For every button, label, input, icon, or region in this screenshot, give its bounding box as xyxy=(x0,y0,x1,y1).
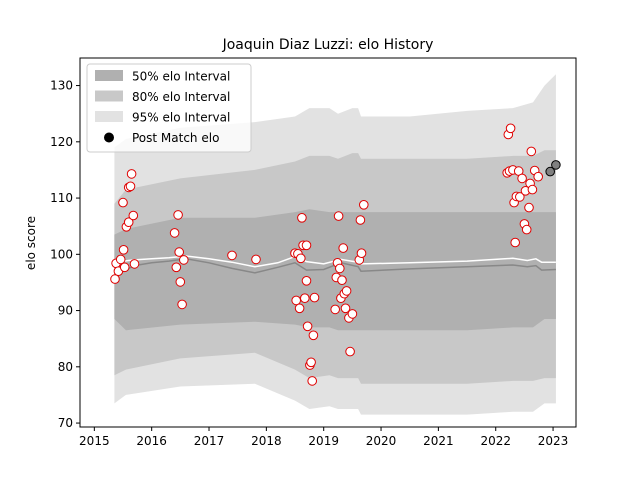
recent-match-point xyxy=(545,166,556,177)
legend-box xyxy=(86,63,252,153)
legend-label: Post Match elo xyxy=(132,131,219,145)
post-match-point xyxy=(510,237,521,248)
y-tick-label: 70 xyxy=(58,416,73,430)
post-match-point xyxy=(173,210,183,220)
plot-frame xyxy=(79,57,577,428)
post-match-point xyxy=(291,295,302,306)
x-tick-label: 2018 xyxy=(251,434,282,448)
post-match-point xyxy=(227,250,237,261)
legend-marker xyxy=(104,132,114,143)
x-tick-label: 2019 xyxy=(308,434,339,448)
interval-band-2 xyxy=(114,209,556,331)
x-tick-label: 2015 xyxy=(79,434,110,448)
legend-label: 50% elo Interval xyxy=(132,70,230,84)
post-match-point xyxy=(179,255,189,265)
post-match-point xyxy=(356,248,367,258)
post-match-point xyxy=(330,304,341,315)
post-match-point xyxy=(521,224,532,235)
axes: 2015 2016 2017 2018 2019 2020 2021 2022 2023 70 80… xyxy=(50,57,577,448)
post-match-point xyxy=(337,275,347,286)
post-match-point xyxy=(129,259,140,269)
post-match-point xyxy=(505,123,516,134)
post-match-point xyxy=(301,240,312,251)
post-match-point xyxy=(169,228,180,238)
legend-label: 80% elo Interval xyxy=(132,90,230,104)
rating-line-0 xyxy=(114,258,556,275)
post-match-point xyxy=(355,215,366,225)
legend-swatch xyxy=(95,111,123,122)
post-match-point xyxy=(359,200,369,210)
post-match-point xyxy=(118,245,129,255)
post-match-point xyxy=(526,146,537,157)
legend-swatch xyxy=(95,90,123,102)
x-tick-label: 2022 xyxy=(480,434,511,448)
post-match-point xyxy=(302,321,313,332)
post-match-point xyxy=(340,303,351,314)
post-match-point xyxy=(251,254,261,265)
post-match-point xyxy=(307,376,318,386)
legend: 50% elo Interval 80% elo Interval 95% elo … xyxy=(86,63,252,153)
post-match-point xyxy=(175,277,186,287)
post-match-point xyxy=(347,309,358,319)
x-tick-label: 2020 xyxy=(366,434,397,448)
post-match-point xyxy=(297,213,307,223)
legend-swatch xyxy=(95,70,123,81)
post-match-point xyxy=(308,330,319,341)
post-match-point xyxy=(177,299,187,310)
post-match-point xyxy=(118,197,128,208)
post-match-point xyxy=(301,276,312,286)
y-tick-label: 80 xyxy=(58,360,73,374)
recent-match-point xyxy=(551,160,561,170)
interval-bands xyxy=(114,74,556,415)
post-match-point xyxy=(345,346,355,357)
chart-title: Joaquin Diaz Luzzi: elo History xyxy=(222,37,434,53)
y-tick-label: 130 xyxy=(50,79,73,93)
legend-label: 95% elo Interval xyxy=(132,111,230,125)
y-tick-label: 120 xyxy=(50,135,73,149)
post-match-point xyxy=(333,211,344,221)
post-match-point xyxy=(171,262,182,273)
post-match-points xyxy=(110,123,561,386)
post-match-point xyxy=(341,286,352,296)
post-match-point xyxy=(300,293,310,304)
rating-lines xyxy=(114,255,556,275)
x-tick-label: 2017 xyxy=(194,434,225,448)
post-match-point xyxy=(294,303,305,314)
post-match-point xyxy=(335,263,345,274)
post-match-point xyxy=(115,254,126,265)
post-match-point xyxy=(515,192,525,202)
post-match-point xyxy=(524,202,534,213)
y-tick-label: 110 xyxy=(50,191,73,205)
post-match-point xyxy=(533,171,544,182)
x-tick-label: 2016 xyxy=(136,434,167,448)
post-match-point xyxy=(126,169,137,179)
post-match-point xyxy=(123,217,134,227)
post-match-point xyxy=(309,292,320,303)
y-axis-label: elo score xyxy=(24,216,38,270)
post-match-point xyxy=(338,243,349,253)
post-match-point xyxy=(527,184,538,195)
rating-line-1 xyxy=(114,255,556,268)
post-match-point xyxy=(119,262,130,273)
post-match-point xyxy=(306,357,316,368)
x-tick-label: 2021 xyxy=(423,434,454,448)
post-match-point xyxy=(110,274,120,284)
post-match-point xyxy=(128,210,139,221)
x-tick-label: 2023 xyxy=(538,434,569,448)
y-tick-label: 90 xyxy=(58,304,73,318)
post-match-point xyxy=(125,181,136,192)
post-match-point xyxy=(174,247,184,257)
post-match-point xyxy=(517,173,527,184)
y-tick-label: 100 xyxy=(50,247,73,261)
post-match-point xyxy=(296,253,306,264)
